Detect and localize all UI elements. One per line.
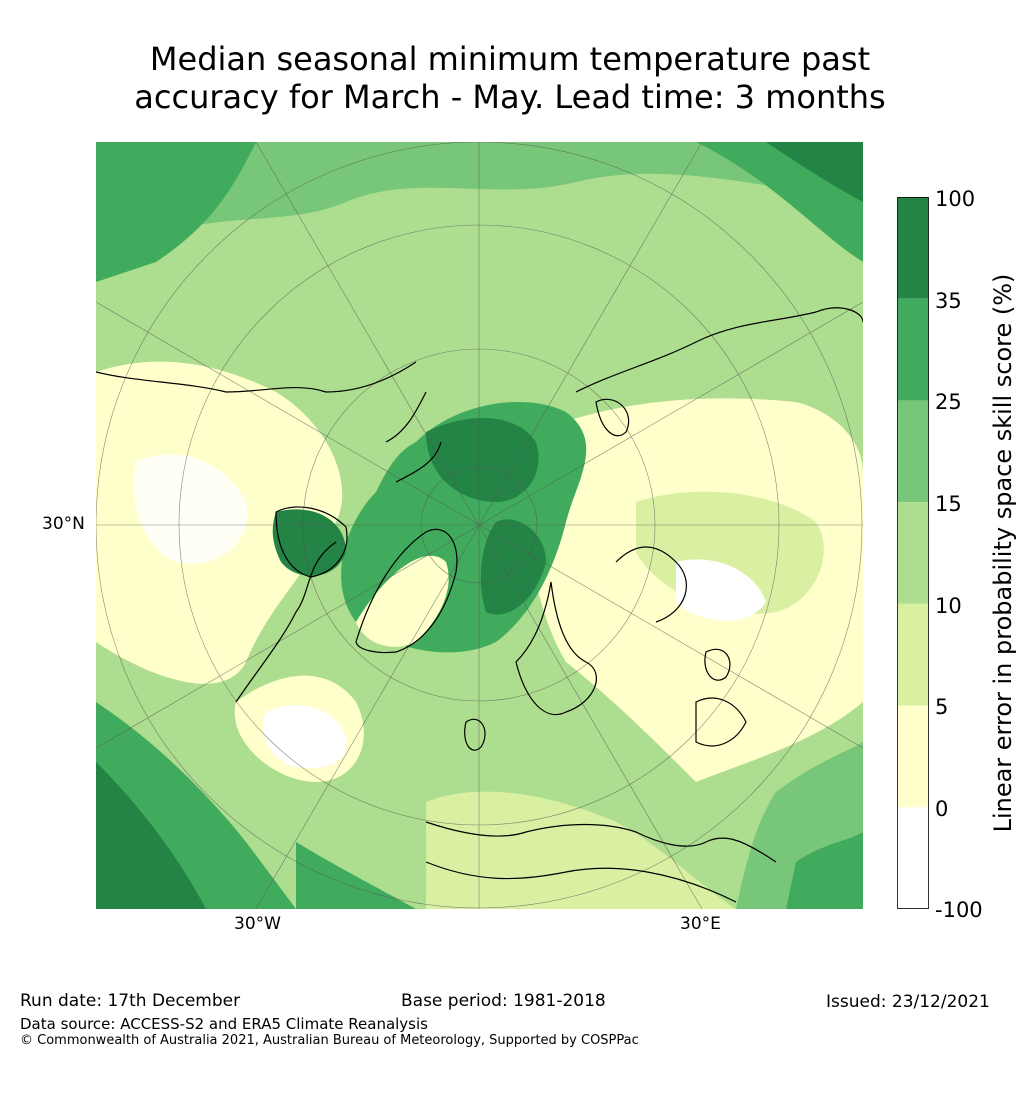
colorbar-bin — [897, 603, 929, 706]
colorbar-bin — [897, 298, 929, 401]
region-sw-dark — [96, 762, 206, 909]
map-svg — [96, 142, 863, 909]
colorbar-tick: 15 — [935, 492, 962, 516]
graticule — [96, 142, 863, 909]
coastline-caspian — [615, 546, 687, 623]
coastline-caspian-sea — [695, 697, 747, 747]
colorbar-tick: -100 — [935, 898, 983, 922]
polar-map — [96, 142, 863, 909]
region-greenland — [356, 555, 449, 647]
colorbar-bin — [897, 502, 929, 604]
coastline-mediterranean — [425, 861, 737, 903]
colorbar-tick: 35 — [935, 289, 962, 313]
coastline-lake — [704, 648, 731, 681]
latitude-label: 30°N — [42, 514, 85, 534]
colorbar-border — [897, 197, 929, 909]
region-nw-corner — [96, 142, 256, 282]
coastline — [96, 361, 417, 393]
colorbar-bin — [897, 705, 929, 808]
colorbar-tick: 0 — [935, 797, 949, 821]
region-north-ocean — [96, 142, 863, 262]
region-atlantic-south — [296, 842, 416, 909]
region-arctic-dark — [426, 418, 539, 502]
region-na-white — [133, 454, 248, 564]
meridian-line — [96, 301, 863, 749]
coastline-scandinavia — [515, 581, 597, 716]
region-ne-dark — [766, 142, 863, 202]
region-siberia-white — [676, 559, 766, 621]
colorbar-bin — [897, 400, 929, 503]
longitude-label-west: 30°W — [234, 914, 281, 934]
coastline — [275, 506, 348, 578]
colorbar-svg — [897, 197, 929, 909]
coastline-europe — [425, 821, 777, 863]
region-barents — [480, 519, 546, 615]
title-line-2: accuracy for March - May. Lead time: 3 m… — [134, 78, 886, 116]
run-date: Run date: 17th December — [20, 991, 241, 1011]
colorbar-bin — [897, 807, 929, 909]
colorbar-tick: 25 — [935, 390, 962, 414]
colorbar-title: Linear error in probability space skill … — [989, 273, 1017, 833]
chart-title: Median seasonal minimum temperature past… — [0, 40, 1020, 116]
base-period: Base period: 1981-2018 — [401, 991, 606, 1011]
coastline-greenland — [355, 528, 458, 654]
region-europe — [426, 791, 736, 909]
issued-date: Issued: 23/12/2021 — [826, 992, 990, 1012]
longitude-label-east: 30°E — [680, 914, 721, 934]
coastline — [235, 541, 337, 703]
region-se-dark — [786, 832, 863, 909]
colorbar-tick: 100 — [935, 187, 976, 211]
colorbar — [897, 197, 929, 909]
data-source: Data source: ACCESS-S2 and ERA5 Climate … — [20, 1015, 428, 1033]
copyright: © Commonwealth of Australia 2021, Austra… — [20, 1033, 639, 1048]
colorbar-tick: 10 — [935, 594, 962, 618]
colorbar-bin — [897, 197, 929, 299]
region-hudson-bay — [272, 509, 346, 576]
coastline-novaya-zemlya — [595, 398, 630, 437]
coastline-islands — [385, 391, 442, 483]
coastlines — [96, 307, 863, 903]
title-line-1: Median seasonal minimum temperature past — [149, 40, 871, 78]
colorbar-tick: 5 — [935, 695, 949, 719]
coastline-siberia — [575, 307, 863, 393]
coastline-britain — [464, 718, 486, 751]
